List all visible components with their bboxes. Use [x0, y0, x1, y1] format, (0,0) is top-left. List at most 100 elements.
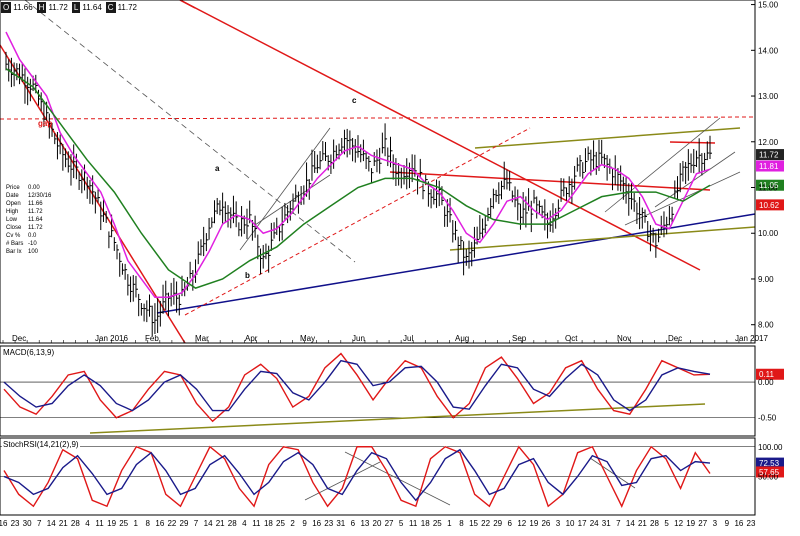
- x-day-label: 23: [747, 519, 756, 528]
- x-day-label: 27: [698, 519, 707, 528]
- macd-trend-line: [89, 403, 706, 434]
- trend-line: [474, 127, 741, 149]
- x-day-label: 6: [507, 519, 512, 528]
- x-day-label: 28: [71, 519, 80, 528]
- price-last-value: 11.72: [759, 151, 779, 160]
- x-month-label: Nov: [617, 334, 631, 343]
- trend-line: [389, 171, 711, 191]
- x-day-label: 9: [302, 519, 307, 528]
- x-month-label: Aug: [455, 334, 469, 343]
- data-window: Price 0.00 Date 12/30/16 Open 11.66 High 11.…: [6, 184, 51, 256]
- trend-line: [604, 117, 721, 213]
- price-y-tick-label: 10.00: [758, 229, 779, 238]
- info-key: Low: [6, 217, 18, 223]
- x-month-label: Feb: [145, 334, 159, 343]
- stochrsi-slow-line: [3, 448, 711, 502]
- info-row-price: Price 0.00: [6, 184, 51, 192]
- x-month-label: Jul: [403, 334, 413, 343]
- x-day-label: 12: [674, 519, 683, 528]
- trend-line: [0, 116, 756, 120]
- info-key: Open: [6, 201, 21, 207]
- x-day-label: 31: [336, 519, 345, 528]
- trend-line: [179, 0, 196, 9]
- x-day-label: 12: [517, 519, 526, 528]
- info-row-low: Low 11.64: [6, 216, 51, 224]
- info-key: Close: [6, 225, 22, 231]
- x-day-label: 24: [590, 519, 599, 528]
- info-value: 11.72: [28, 225, 43, 231]
- price-last-value-bg: [756, 149, 784, 161]
- x-day-label: 18: [264, 519, 273, 528]
- info-value: 11.64: [28, 217, 43, 223]
- price-y-tick-label: 9.00: [758, 275, 774, 284]
- x-month-label: Jan 2017: [735, 334, 768, 343]
- x-day-label: 26: [541, 519, 550, 528]
- stoch-slow-last-value: 72.53: [759, 459, 780, 468]
- close-label: C: [105, 2, 116, 13]
- x-day-label: 15: [469, 519, 478, 528]
- grid-layer: [0, 381, 755, 477]
- info-row-high: High 11.72: [6, 208, 51, 216]
- info-value: 100: [28, 249, 39, 255]
- x-month-label: Dec: [668, 334, 682, 343]
- x-day-label: 2: [290, 519, 295, 528]
- trend-line: [669, 141, 716, 144]
- annotation-label: a: [215, 164, 220, 173]
- trend-last-value: 10.62: [759, 201, 780, 210]
- trend-last-value-bg: [756, 199, 784, 211]
- stoch-trend-line: [589, 457, 636, 489]
- x-day-label: 7: [194, 519, 199, 528]
- annotation-label: gap: [38, 119, 52, 128]
- ma-slow-last-value-bg: [756, 179, 784, 191]
- macd-y-tick-label: -0.50: [758, 414, 777, 423]
- info-key: Cv %: [6, 233, 21, 239]
- x-day-label: 6: [351, 519, 356, 528]
- info-row-close: Close 11.72: [6, 224, 51, 232]
- x-day-label: 23: [11, 519, 20, 528]
- x-day-label: 4: [242, 519, 247, 528]
- x-day-label: 25: [433, 519, 442, 528]
- x-month-label: Jun: [352, 334, 365, 343]
- x-day-label: 21: [638, 519, 647, 528]
- x-day-label: 1: [447, 519, 452, 528]
- info-value: 12/30/16: [28, 193, 52, 199]
- ma-slow-line: [5, 67, 711, 289]
- x-day-label: 11: [252, 519, 261, 528]
- macd-last-value-bg: [756, 368, 784, 380]
- x-day-label: 3: [556, 519, 561, 528]
- annotation-label: b: [245, 271, 250, 280]
- stoch-slow-last-value-bg: [756, 457, 784, 469]
- stoch-fast-last-value-bg: [756, 466, 784, 478]
- x-day-label: 28: [650, 519, 659, 528]
- stoch-trend-line: [304, 461, 381, 501]
- info-row-open: Open 11.66: [6, 200, 51, 208]
- price-y-tick-label: 14.00: [758, 46, 779, 55]
- trend-line: [254, 174, 331, 226]
- x-day-label: 19: [686, 519, 695, 528]
- x-day-label: 23: [324, 519, 333, 528]
- trend-line: [654, 151, 736, 208]
- ma-fast-line: [5, 31, 711, 299]
- open-label: O: [1, 2, 12, 13]
- macd-fast-line: [3, 352, 711, 423]
- x-day-label: 11: [409, 519, 418, 528]
- x-day-label: 29: [493, 519, 502, 528]
- low-value: 11.64: [82, 3, 102, 12]
- macd-signal-line: [3, 359, 711, 412]
- x-day-label: 22: [167, 519, 176, 528]
- macd-last-value: 0.11: [759, 370, 775, 379]
- x-day-label: 21: [216, 519, 225, 528]
- info-key: Price: [6, 185, 20, 191]
- x-day-label: 8: [146, 519, 151, 528]
- x-day-label: 22: [481, 519, 490, 528]
- price-y-tick-label: 11.00: [758, 184, 778, 193]
- x-day-label: 14: [626, 519, 635, 528]
- x-day-label: 16: [312, 519, 321, 528]
- stochrsi-fast-line: [3, 445, 711, 508]
- x-day-label: 5: [399, 519, 404, 528]
- price-y-tick-label: 8.00: [758, 321, 774, 330]
- stochrsi-y-tick-label: 100.00: [758, 443, 783, 452]
- info-value: -10: [28, 241, 37, 247]
- x-month-label: Apr: [245, 334, 258, 343]
